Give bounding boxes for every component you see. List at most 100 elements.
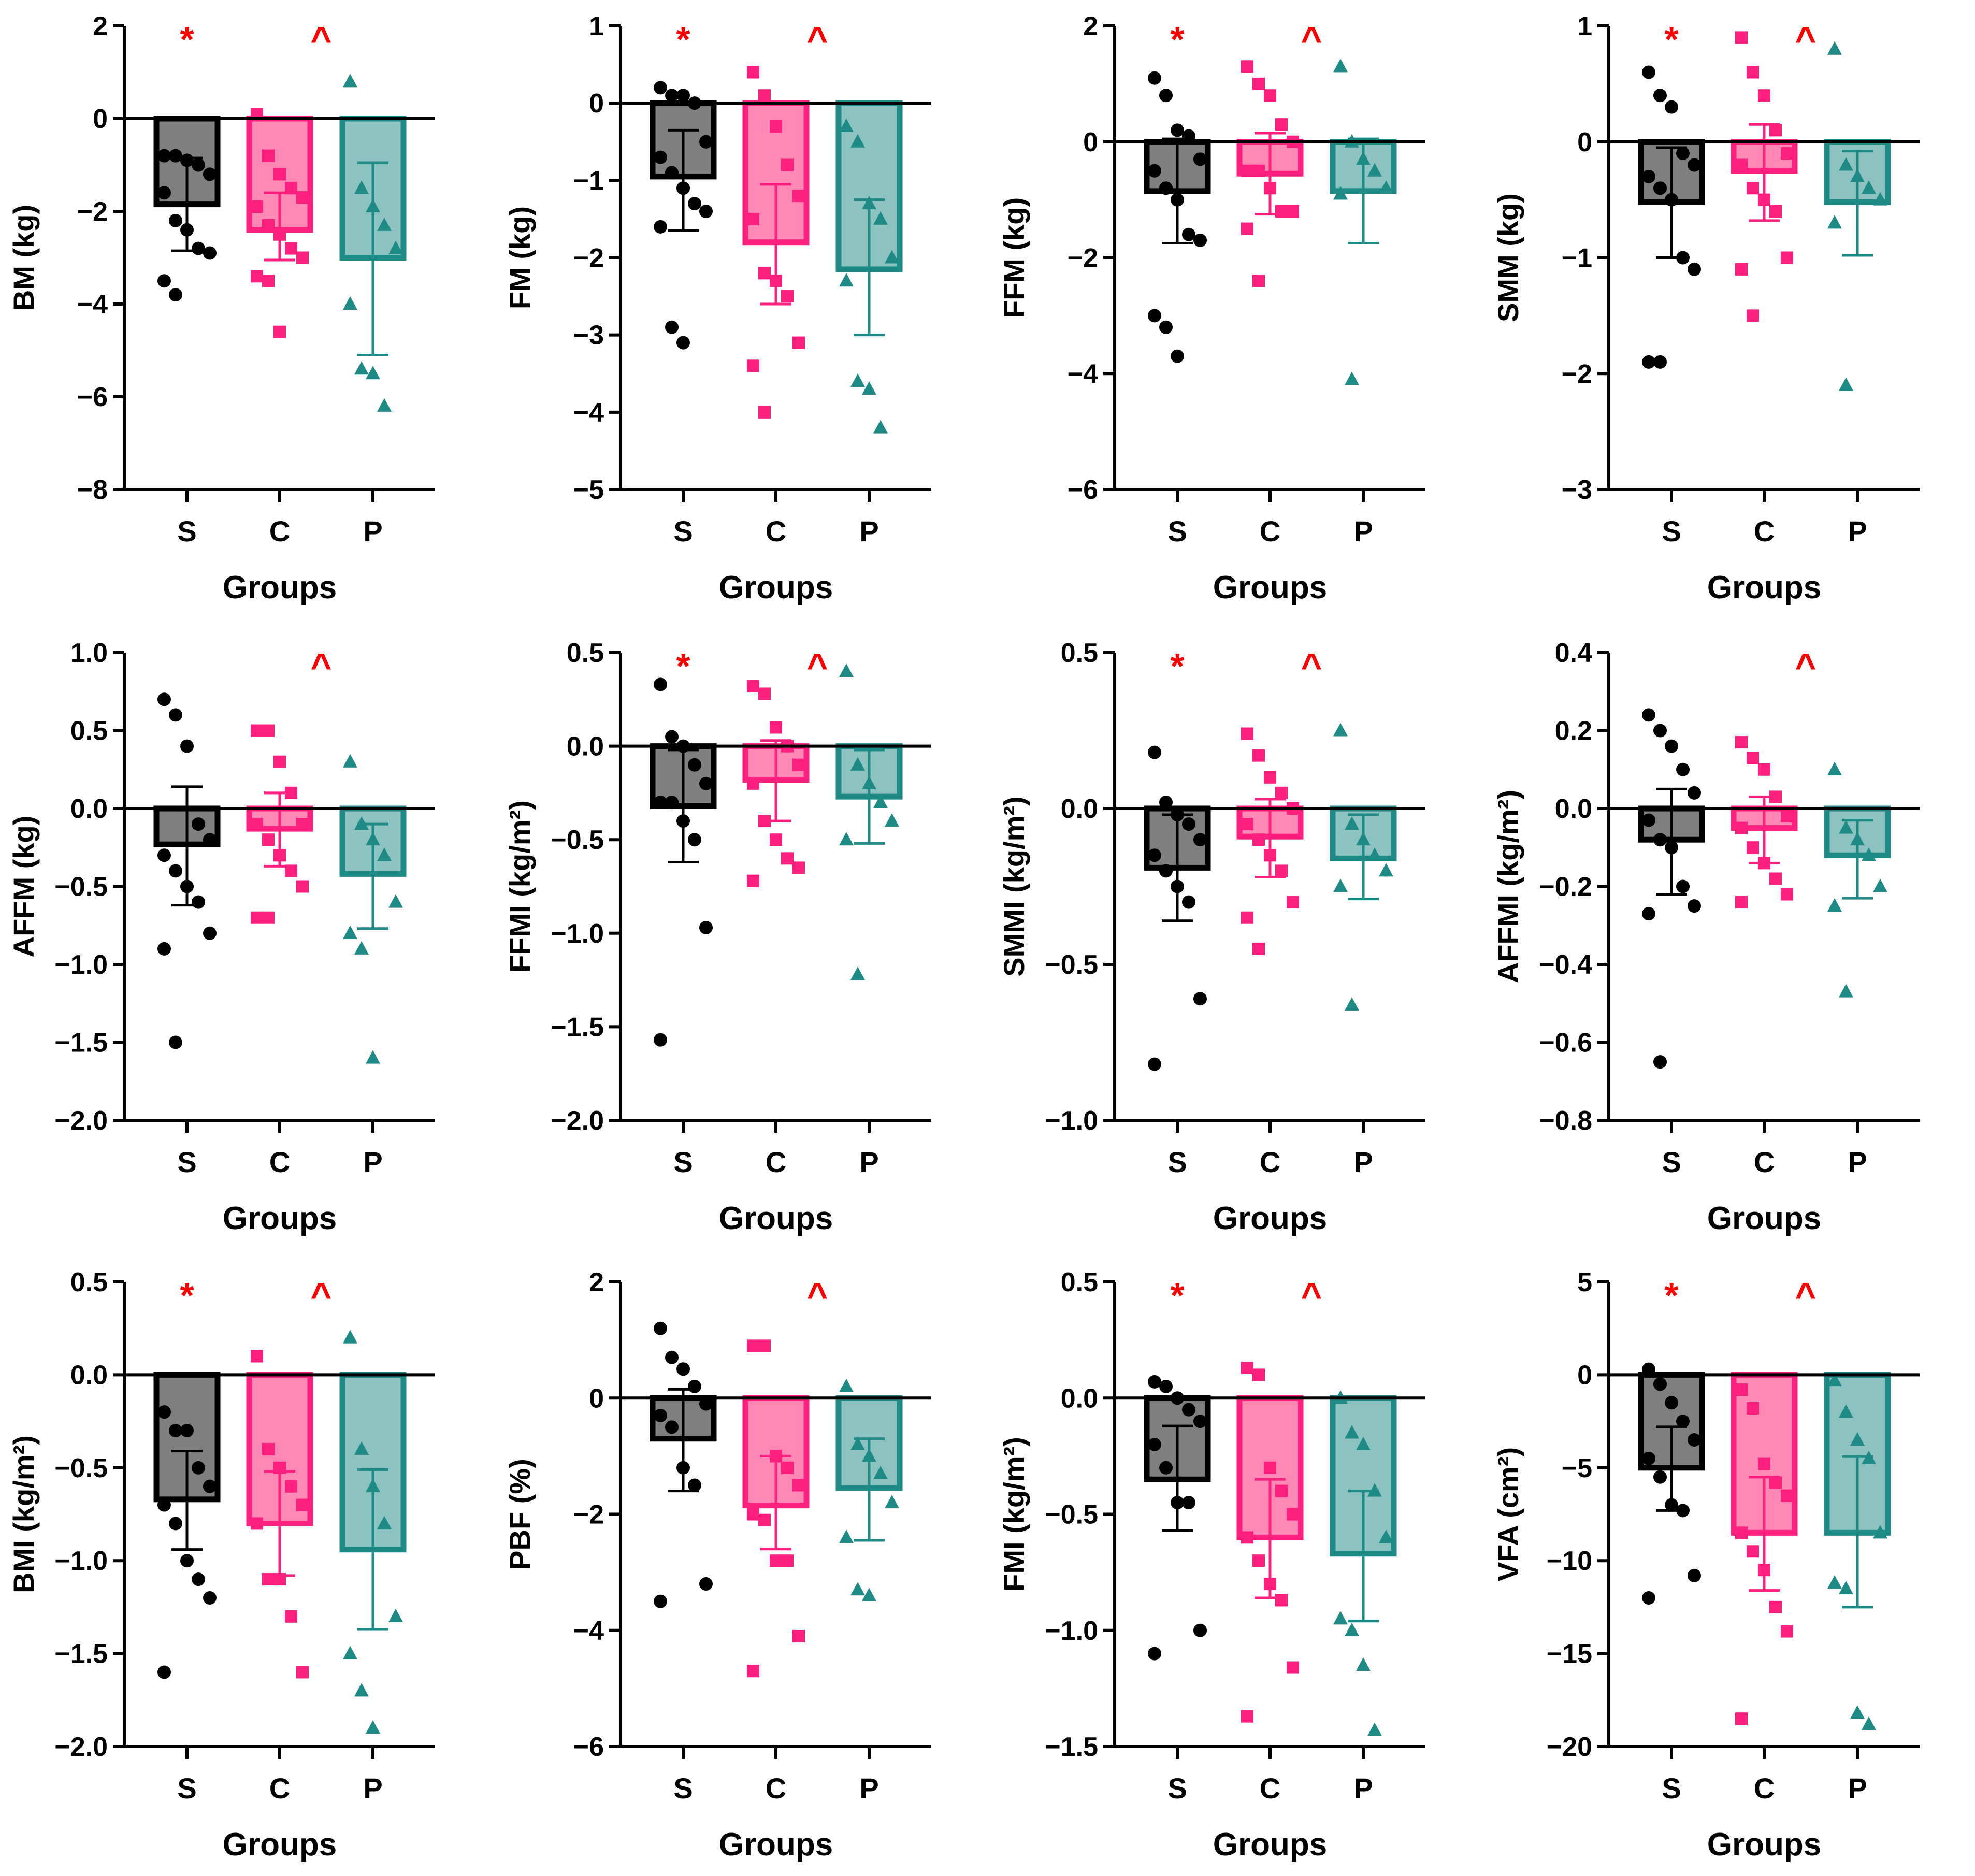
data-point <box>1159 181 1173 195</box>
y-tick-label: 0.0 <box>1555 794 1592 824</box>
data-point <box>251 1350 263 1363</box>
data-point <box>1839 157 1853 171</box>
chart-panel: 1 0 −1 −2 −3 SMM (kg) S C P Groups * ^ <box>1492 11 1920 605</box>
y-tick-label: −20 <box>1547 1732 1592 1762</box>
x-tick-label: S <box>1662 515 1681 547</box>
data-point <box>1653 1470 1667 1484</box>
y-tick-label: −1.5 <box>54 1639 108 1669</box>
y-tick-label: 1 <box>589 11 604 41</box>
y-tick-label: 0 <box>589 89 604 119</box>
data-point <box>1769 872 1782 885</box>
data-point <box>180 1554 194 1568</box>
data-point <box>1193 992 1207 1006</box>
data-point <box>781 290 794 303</box>
data-point <box>251 724 263 737</box>
y-tick-label: −0.5 <box>1045 1500 1098 1530</box>
data-point <box>1241 1361 1253 1374</box>
data-point <box>1827 1373 1842 1387</box>
data-point <box>1665 1396 1678 1410</box>
data-point <box>1379 180 1393 194</box>
chart-panel: 0.5 0.0 −0.5 −1.0 SMMI (kg/m²) S C P Groups * ^ <box>998 638 1425 1236</box>
y-tick-label: 0 <box>589 1383 604 1413</box>
data-point <box>781 1554 794 1567</box>
y-tick-label: 0.2 <box>1555 716 1592 746</box>
significance-marker: * <box>180 19 194 60</box>
data-point <box>1182 227 1195 241</box>
data-point <box>1769 124 1782 137</box>
y-tick-label: −2 <box>77 197 108 227</box>
data-point <box>1747 1545 1759 1558</box>
y-tick-label: −8 <box>77 475 108 505</box>
x-tick-label: C <box>1754 1146 1775 1178</box>
data-point <box>203 167 217 181</box>
y-tick-label: −2 <box>1562 359 1592 389</box>
data-point <box>862 381 876 395</box>
data-point <box>1747 66 1759 79</box>
y-tick-label: 0.5 <box>567 638 604 668</box>
y-axis-title: PBF (%) <box>503 1459 536 1570</box>
data-point <box>1241 222 1253 235</box>
data-point <box>1747 1402 1759 1415</box>
x-tick-label: P <box>1848 1146 1867 1178</box>
y-tick-label: 1 <box>1577 11 1592 41</box>
data-point <box>781 852 794 865</box>
x-tick-label: C <box>1754 1772 1775 1805</box>
data-point <box>377 1516 392 1529</box>
data-point <box>1252 1368 1265 1381</box>
data-point <box>1182 895 1195 909</box>
y-axis-title: SMM (kg) <box>1492 193 1524 322</box>
data-point <box>1758 1457 1770 1470</box>
x-axis-title: Groups <box>1213 1201 1327 1236</box>
data-point <box>157 1665 171 1679</box>
data-point <box>1159 795 1173 809</box>
data-point <box>1252 164 1265 177</box>
data-point <box>262 833 275 846</box>
significance-marker: ^ <box>311 646 332 686</box>
x-axis-title: Groups <box>1707 1827 1821 1863</box>
data-point <box>1148 1437 1161 1451</box>
data-point <box>1642 169 1655 183</box>
significance-marker: * <box>1170 19 1185 60</box>
y-axis-title: FMI (kg/m²) <box>998 1437 1030 1592</box>
data-point <box>1148 71 1161 85</box>
data-point <box>873 211 888 225</box>
data-point <box>747 1665 759 1678</box>
data-point <box>1747 841 1759 854</box>
data-point <box>192 158 205 172</box>
y-tick-label: −3 <box>1562 475 1592 505</box>
y-tick-label: 0.4 <box>1555 638 1592 668</box>
y-tick-label: −1.0 <box>1045 1106 1098 1136</box>
data-point <box>157 1498 171 1512</box>
y-tick-label: 2 <box>1083 11 1098 41</box>
data-point <box>296 880 309 893</box>
data-point <box>262 149 275 162</box>
significance-marker: ^ <box>807 19 828 60</box>
x-tick-label: S <box>177 1772 196 1805</box>
data-point <box>1148 1057 1161 1071</box>
y-tick-label: −1.5 <box>1045 1732 1098 1762</box>
x-tick-label: S <box>673 1146 693 1178</box>
data-point <box>1769 1476 1782 1489</box>
data-point <box>169 1517 182 1531</box>
data-point <box>747 1508 759 1521</box>
significance-marker: ^ <box>311 1275 332 1316</box>
data-point <box>792 1629 805 1642</box>
data-point <box>1642 1591 1655 1605</box>
data-point <box>354 180 369 194</box>
data-point <box>862 1588 876 1601</box>
significance-marker: * <box>1170 1275 1185 1316</box>
x-tick-label: C <box>766 1772 786 1805</box>
data-point <box>1182 817 1195 831</box>
data-point <box>1275 1594 1288 1607</box>
y-tick-label: 0.0 <box>1061 1383 1098 1413</box>
data-point <box>885 813 899 827</box>
data-point <box>792 861 805 874</box>
data-point <box>1653 181 1667 195</box>
data-point <box>157 942 171 956</box>
data-point <box>850 373 865 387</box>
data-point <box>665 89 679 103</box>
x-tick-label: S <box>1662 1772 1681 1805</box>
data-point <box>296 251 309 264</box>
chart-panel: 1.0 0.5 0.0 −0.5 −1.0 −1.5 −2.0 AFFM (kg) S C P Gro… <box>7 638 435 1236</box>
x-axis-title: Groups <box>223 1201 337 1236</box>
